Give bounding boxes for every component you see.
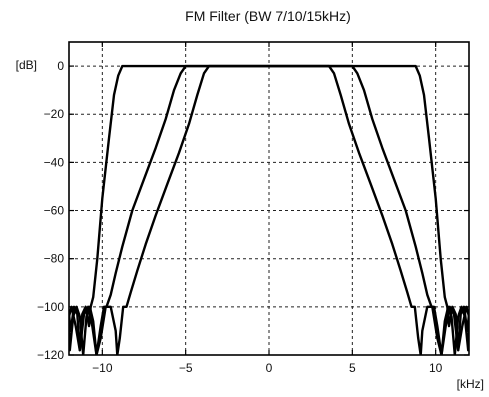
y-tick-label: −40 [44,155,65,169]
series-line [69,64,469,355]
y-tick-label: 0 [57,59,64,73]
y-tick-label: −120 [37,348,64,362]
plot-area [69,64,469,355]
axis-ticks [69,42,469,356]
y-axis-unit-label: [dB] [16,58,37,72]
tick-labels: −10 −5 0 5 10 0 −20 −40 −60 −80 −100 −120 [37,59,443,375]
chart-title: FM Filter (BW 7/10/15kHz) [185,8,351,24]
y-tick-label: −100 [37,300,64,314]
x-tick-label: 10 [429,361,443,375]
x-tick-label: 5 [349,361,356,375]
grid-lines [69,42,469,355]
x-tick-label: −10 [92,361,113,375]
y-tick-label: −60 [44,204,65,218]
x-tick-label: 0 [266,361,273,375]
x-axis-unit-label: [kHz] [457,377,484,391]
x-tick-label: −5 [179,361,193,375]
y-tick-label: −20 [44,107,65,121]
y-tick-label: −80 [44,252,65,266]
